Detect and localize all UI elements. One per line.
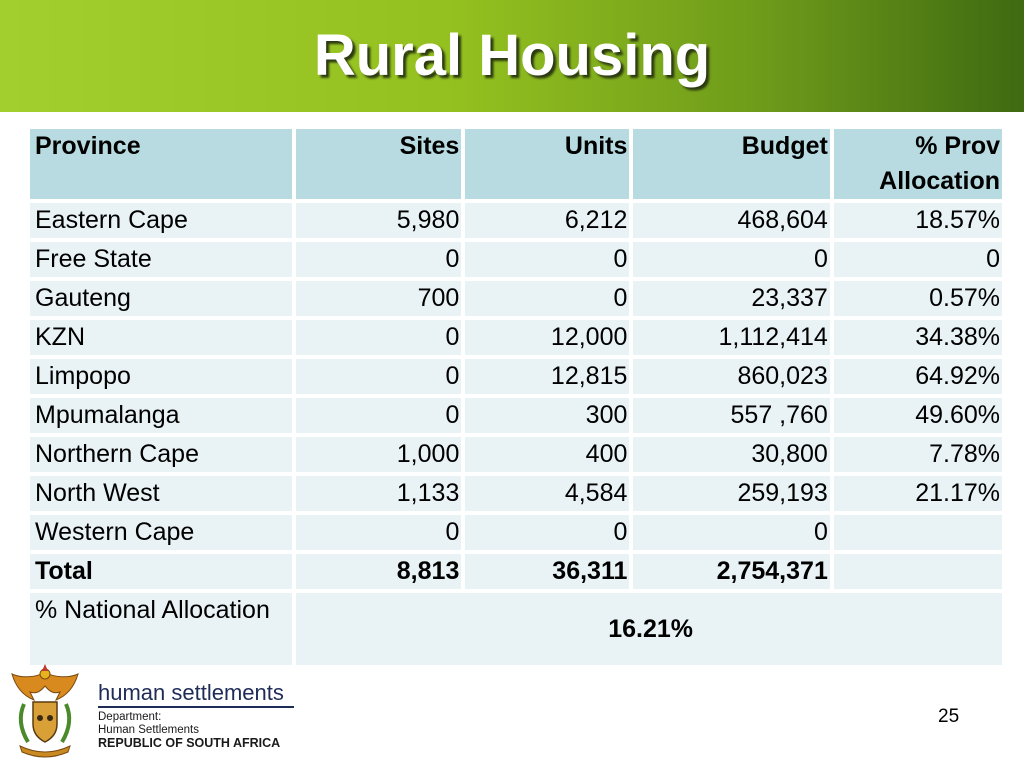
brand-divider: [98, 706, 294, 708]
table-header-row: Province Sites Units Budget % Prov Alloc…: [30, 129, 1002, 199]
dept-line: Human Settlements: [98, 724, 199, 736]
header-province: Province: [30, 129, 293, 199]
table-row: Northern Cape 1,000 400 30,800 7.78%: [30, 437, 1002, 472]
cell-budget: 468,604: [633, 203, 830, 238]
cell-sites: 0: [296, 242, 462, 277]
table-row: Western Cape 0 0 0: [30, 515, 1002, 550]
cell-sites: 0: [296, 320, 462, 355]
title-banner: [0, 0, 1024, 112]
header-budget: Budget: [633, 129, 830, 199]
cell-units: 12,000: [465, 320, 630, 355]
table-row: Free State 0 0 0 0: [30, 242, 1002, 277]
cell-prov-allocation: 0: [833, 242, 1002, 277]
brand-name: human settlements: [98, 680, 284, 705]
page-number: 25: [938, 706, 960, 727]
cell-budget: 860,023: [633, 359, 830, 394]
total-row: Total 8,813 36,311 2,754,371: [30, 554, 1002, 589]
table-row: Gauteng 700 0 23,337 0.57%: [30, 281, 1002, 316]
cell-units: 4,584: [465, 476, 630, 511]
header-sites: Sites: [296, 129, 462, 199]
cell-units: 400: [465, 437, 630, 472]
coat-of-arms-icon: [11, 664, 79, 758]
cell-sites: 5,980: [296, 203, 462, 238]
cell-province: Limpopo: [30, 359, 293, 394]
cell-budget: 557 ,760: [633, 398, 830, 433]
cell-sites: 1,000: [296, 437, 462, 472]
cell-province: Eastern Cape: [30, 203, 293, 238]
total-prov-allocation: [833, 554, 1002, 589]
cell-units: 0: [465, 281, 630, 316]
table-row: KZN 0 12,000 1,112,414 34.38%: [30, 320, 1002, 355]
rural-housing-table: Province Sites Units Budget % Prov Alloc…: [26, 125, 1006, 669]
department-block: Department: Human Settlements REPUBLIC O…: [98, 711, 280, 750]
cell-units: 0: [465, 515, 630, 550]
cell-sites: 1,133: [296, 476, 462, 511]
cell-budget: 1,112,414: [633, 320, 830, 355]
total-budget: 2,754,371: [633, 554, 830, 589]
cell-units: 0: [465, 242, 630, 277]
cell-prov-allocation: 7.78%: [833, 437, 1002, 472]
cell-prov-allocation: 21.17%: [833, 476, 1002, 511]
cell-prov-allocation: 64.92%: [833, 359, 1002, 394]
cell-budget: 0: [633, 242, 830, 277]
cell-budget: 23,337: [633, 281, 830, 316]
dept-line: Department:: [98, 711, 162, 723]
table-row: Eastern Cape 5,980 6,212 468,604 18.57%: [30, 203, 1002, 238]
table-row: Mpumalanga 0 300 557 ,760 49.60%: [30, 398, 1002, 433]
slide-title: Rural Housing: [313, 23, 711, 88]
cell-prov-allocation: 34.38%: [833, 320, 1002, 355]
national-allocation-label: % National Allocation: [30, 593, 293, 665]
cell-province: KZN: [30, 320, 293, 355]
total-sites: 8,813: [296, 554, 462, 589]
total-label: Total: [30, 554, 293, 589]
cell-budget: 30,800: [633, 437, 830, 472]
cell-province: Mpumalanga: [30, 398, 293, 433]
cell-province: Free State: [30, 242, 293, 277]
cell-budget: 259,193: [633, 476, 830, 511]
cell-province: Northern Cape: [30, 437, 293, 472]
national-allocation-row: % National Allocation 16.21%: [30, 593, 1002, 665]
cell-budget: 0: [633, 515, 830, 550]
total-units: 36,311: [465, 554, 630, 589]
cell-prov-allocation: 0.57%: [833, 281, 1002, 316]
table-row: Limpopo 0 12,815 860,023 64.92%: [30, 359, 1002, 394]
cell-prov-allocation: [833, 515, 1002, 550]
cell-province: Western Cape: [30, 515, 293, 550]
cell-units: 300: [465, 398, 630, 433]
cell-sites: 700: [296, 281, 462, 316]
dept-line: REPUBLIC OF SOUTH AFRICA: [98, 736, 281, 750]
header-prov-allocation: % Prov Allocation: [833, 129, 1002, 199]
cell-sites: 0: [296, 359, 462, 394]
cell-sites: 0: [296, 515, 462, 550]
cell-units: 12,815: [465, 359, 630, 394]
header-units: Units: [465, 129, 630, 199]
national-allocation-value: 16.21%: [296, 593, 1002, 665]
cell-province: Gauteng: [30, 281, 293, 316]
cell-prov-allocation: 18.57%: [833, 203, 1002, 238]
table-row: North West 1,133 4,584 259,193 21.17%: [30, 476, 1002, 511]
cell-sites: 0: [296, 398, 462, 433]
cell-province: North West: [30, 476, 293, 511]
cell-prov-allocation: 49.60%: [833, 398, 1002, 433]
cell-units: 6,212: [465, 203, 630, 238]
